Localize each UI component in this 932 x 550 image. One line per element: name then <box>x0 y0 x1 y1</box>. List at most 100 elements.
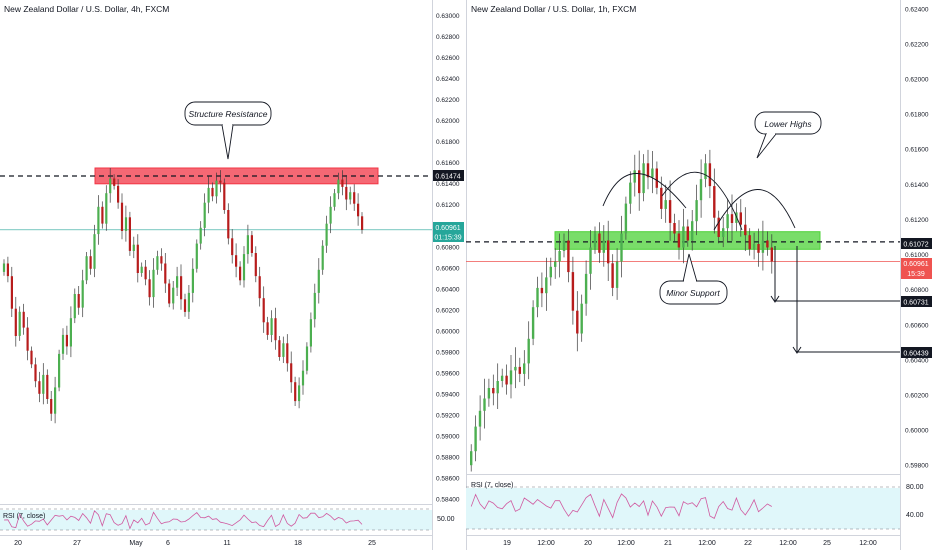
candle-body <box>89 256 92 269</box>
price-tick-label: 0.60000 <box>436 328 460 335</box>
price-tick-label: 0.60000 <box>905 428 929 435</box>
candle-body <box>58 353 61 388</box>
target-arrows <box>770 246 900 354</box>
left-countdown-badge-text: 01:15:39 <box>434 235 461 242</box>
time-tick-label: 18 <box>294 540 302 547</box>
candle <box>54 376 57 424</box>
candle <box>215 172 218 204</box>
candle-body <box>231 238 234 256</box>
candle-body <box>101 206 104 224</box>
candle <box>602 225 605 267</box>
price-tick-label: 0.61600 <box>436 160 460 167</box>
candle <box>730 194 734 241</box>
candle-body <box>642 163 645 194</box>
right-rsi-tick-40: 40.00 <box>906 512 924 519</box>
minor-support-callout: Minor Support <box>659 253 728 305</box>
candle <box>562 233 566 258</box>
candle <box>89 249 92 275</box>
time-tick-label: 19 <box>503 540 511 547</box>
candle <box>629 171 632 214</box>
candle-body <box>554 261 557 267</box>
candle <box>576 291 579 352</box>
candle-body <box>215 180 218 197</box>
price-tick-label: 0.61200 <box>905 217 929 224</box>
candle-body <box>686 226 689 241</box>
candle-body <box>203 202 206 228</box>
left-rsi-label: RSI (7, close) <box>3 513 45 520</box>
candle <box>168 279 171 308</box>
candle-body <box>254 253 257 277</box>
price-tick-label: 0.63000 <box>436 13 460 20</box>
price-tick-label: 0.60400 <box>905 357 929 364</box>
candle <box>18 306 21 341</box>
candle <box>81 269 84 318</box>
candle <box>752 232 756 260</box>
time-tick-label: 25 <box>823 540 831 547</box>
candle <box>642 154 645 202</box>
candle <box>620 215 623 278</box>
candle <box>638 150 641 211</box>
candle-body <box>651 168 654 178</box>
candle-body <box>673 223 676 234</box>
candle-body <box>624 203 628 234</box>
right-rsi-pane <box>466 486 900 530</box>
candle-body <box>730 214 734 223</box>
candle-body <box>615 261 619 288</box>
right-target2-badge-text: 0.60439 <box>903 351 928 358</box>
right-price-badge: 0.60961 15:39 <box>901 258 932 279</box>
price-tick-label: 0.60400 <box>436 286 460 293</box>
right-price-axis[interactable]: 0.59800 0.60000 0.60200 0.60400 0.60600 0.608… <box>905 6 929 469</box>
rsi-band <box>466 488 900 529</box>
candle-body <box>270 318 273 335</box>
candle-body <box>660 187 663 209</box>
candle-body <box>333 193 336 207</box>
right-chart-panel[interactable]: New Zealand Dollar / U.S. Dollar, 1h, FX… <box>466 0 932 550</box>
left-price-badge: 0.60961 01:15:39 <box>433 222 464 242</box>
candle <box>527 321 530 380</box>
time-tick-label: 11 <box>223 540 230 547</box>
candle-body <box>6 263 9 277</box>
candle <box>770 234 773 274</box>
candle-body <box>567 240 570 273</box>
candle <box>176 266 179 296</box>
candle-body <box>514 366 517 371</box>
candle <box>42 363 45 405</box>
left-time-axis[interactable]: 20 27 May 6 11 18 25 <box>14 540 376 547</box>
candle-body <box>536 287 539 308</box>
candle-body <box>152 269 155 298</box>
left-candles <box>0 167 432 424</box>
candle <box>580 294 583 342</box>
candle <box>554 248 557 279</box>
candle-body <box>509 370 513 385</box>
candle-body <box>65 334 68 347</box>
time-tick-label: 20 <box>14 540 22 547</box>
candle <box>282 336 285 363</box>
candle <box>120 193 124 240</box>
candle <box>113 174 116 190</box>
candle <box>117 179 120 209</box>
candle-body <box>470 451 473 466</box>
candle <box>321 240 324 275</box>
candle <box>593 226 597 254</box>
right-level-badge-text: 0.61072 <box>903 242 928 249</box>
right-time-axis[interactable]: 19 12:00 20 12:00 21 12:00 22 12:00 25 12:00 <box>503 540 877 547</box>
price-tick-label: 0.58800 <box>436 454 460 461</box>
candle-body <box>172 287 175 304</box>
candle-body <box>176 276 179 288</box>
candle <box>227 203 230 245</box>
candle <box>748 228 751 256</box>
candle-body <box>545 277 548 294</box>
candle <box>349 186 352 205</box>
candle-body <box>77 294 80 308</box>
candle-body <box>629 182 632 204</box>
price-tick-label: 0.59400 <box>436 391 460 398</box>
left-price-axis[interactable]: 0.58400 0.58600 0.58800 0.59000 0.59200 0.594… <box>436 13 460 503</box>
candle <box>492 374 495 406</box>
candle-body <box>317 269 320 293</box>
candle-body <box>97 206 100 235</box>
candle <box>761 220 765 271</box>
left-chart-panel[interactable]: New Zealand Dollar / U.S. Dollar, 4h, FX… <box>0 0 460 550</box>
candle <box>757 228 760 267</box>
price-tick-label: 0.62200 <box>436 97 460 104</box>
candle <box>274 307 277 350</box>
